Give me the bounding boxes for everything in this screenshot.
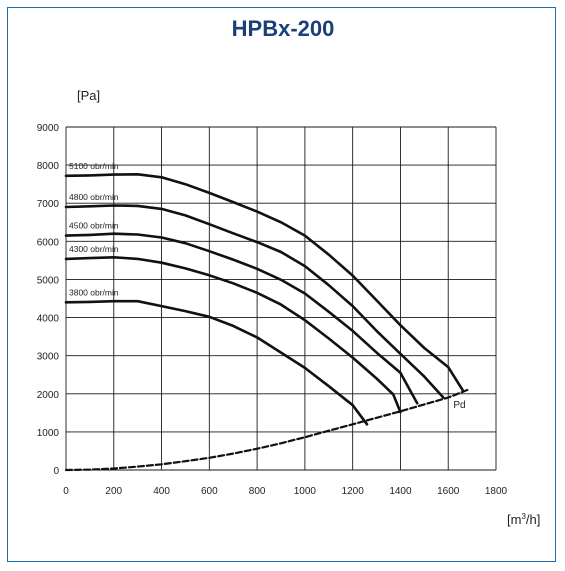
series-line <box>64 204 445 399</box>
x-axis-unit-base: [m <box>507 512 521 527</box>
series-label: Pd <box>453 400 465 411</box>
y-tick-label: 7000 <box>37 199 60 210</box>
y-tick-label: 4000 <box>37 314 60 325</box>
x-tick-label: 1200 <box>342 486 365 497</box>
y-tick-label: 3000 <box>37 352 60 363</box>
y-tick-label: 1000 <box>37 428 60 439</box>
grid <box>65 126 497 471</box>
x-tick-label: 0 <box>63 486 69 497</box>
x-tick-label: 600 <box>201 486 218 497</box>
axis-ticks: 0 200 400 600 800 1000 1200 1400 1600 1800 0 1000 20… <box>37 123 508 497</box>
chart-frame <box>7 7 556 562</box>
series-labels: 5100 obr/min 4800 obr/min 4500 obr/min 4300… <box>69 161 466 411</box>
x-axis-unit-superscript: 3 <box>521 512 526 521</box>
y-tick-label: 6000 <box>37 237 60 248</box>
series-line <box>64 173 464 392</box>
series-label: 3800 obr/min <box>69 287 119 297</box>
y-axis-unit-label: [Pa] <box>77 88 100 103</box>
series-label: 4300 obr/min <box>69 244 119 254</box>
series-label: 4500 obr/min <box>69 221 119 231</box>
x-tick-label: 1000 <box>294 486 317 497</box>
series-line <box>64 299 369 426</box>
series-label: 4800 obr/min <box>69 192 119 202</box>
series-line <box>64 256 402 414</box>
x-tick-label: 200 <box>105 486 122 497</box>
x-tick-label: 400 <box>153 486 170 497</box>
x-tick-label: 1400 <box>389 486 412 497</box>
y-tick-label: 8000 <box>37 161 60 172</box>
series-lines <box>64 173 469 472</box>
series-line-pd <box>64 388 469 472</box>
x-tick-label: 800 <box>249 486 266 497</box>
x-axis-unit-tail: /h] <box>526 512 540 527</box>
x-axis-unit-label: [m3/h] <box>507 512 540 527</box>
chart-title: HPBx-200 <box>232 16 335 41</box>
x-tick-label: 1800 <box>485 486 508 497</box>
y-tick-label: 5000 <box>37 275 60 286</box>
y-tick-label: 9000 <box>37 123 60 134</box>
series-line <box>64 232 419 405</box>
series-label: 5100 obr/min <box>69 161 119 171</box>
y-tick-label: 0 <box>53 466 59 477</box>
y-tick-label: 2000 <box>37 390 60 401</box>
x-tick-label: 1600 <box>437 486 460 497</box>
